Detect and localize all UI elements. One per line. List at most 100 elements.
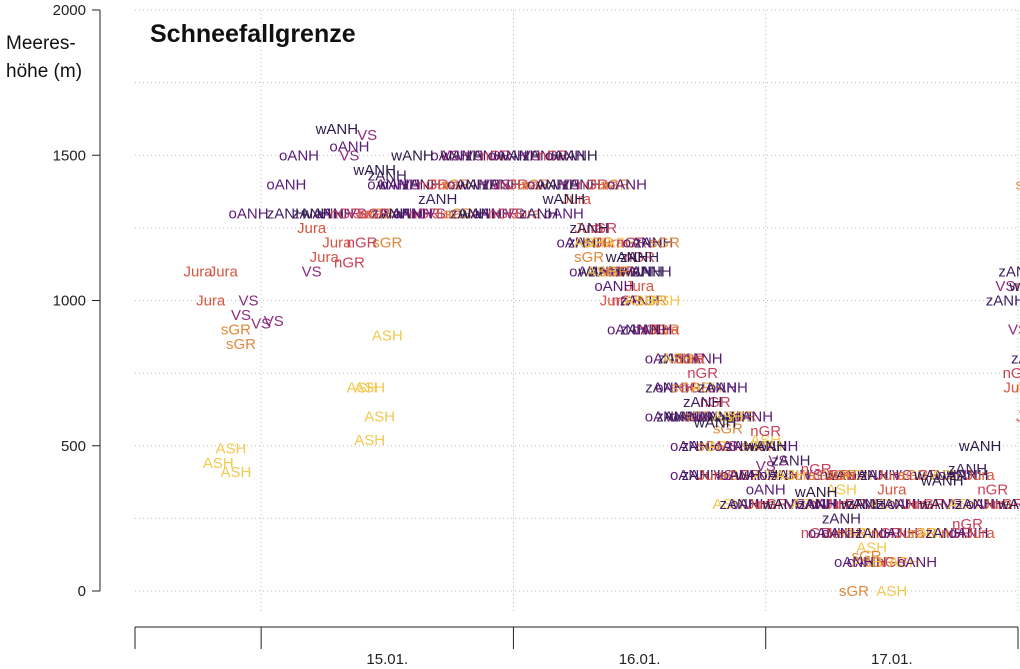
data-point-label: Jura (877, 481, 907, 498)
data-point-label: sGR (637, 293, 667, 310)
data-point-label: VS (864, 496, 884, 513)
data-point-label: nGR (334, 255, 365, 272)
data-point-label: Jura (825, 496, 855, 513)
data-point-label: zANH (847, 496, 886, 513)
data-point-label: sGR (1016, 176, 1020, 193)
data-point-label: zANH (645, 380, 684, 397)
data-point-label: ASH (842, 467, 873, 484)
data-point-label: wANH (735, 467, 779, 484)
data-point-label: oANH (393, 205, 433, 222)
data-point-label: wANH (762, 496, 806, 513)
data-point-label: nGR (871, 525, 902, 542)
data-point-label: sGR (650, 322, 680, 339)
data-point-label: oANH (849, 467, 889, 484)
data-point-label: nGR (624, 249, 655, 266)
data-point-label: sGR (907, 525, 937, 542)
data-point-label: Jura (322, 234, 352, 251)
data-point-label: zANH (570, 220, 609, 237)
data-point-label: nGR (586, 220, 617, 237)
data-point-label: oANH (645, 351, 685, 368)
data-point-label: wANH (619, 263, 663, 280)
data-point-label: nGR (993, 496, 1020, 513)
data-point-label: oANH (329, 139, 369, 156)
data-point-label: zANH (955, 496, 994, 513)
data-point-label: zANH (368, 168, 407, 185)
data-point-label: ASH (649, 293, 680, 310)
data-point-label: Jura (675, 351, 705, 368)
data-point-label: sGR (809, 467, 839, 484)
data-point-label: Jura (895, 525, 925, 542)
data-point-label: ASH (851, 554, 882, 571)
data-point-label: ASH (364, 409, 395, 426)
data-point-label: sGR (372, 234, 402, 251)
data-point-label: wANH (542, 191, 586, 208)
y-axis: 0 500 1000 1500 2000 (53, 2, 101, 600)
data-point-label: oANH (809, 496, 849, 513)
data-point-label: wANH (352, 162, 396, 179)
data-point-label: zANH (620, 322, 659, 339)
data-point-label: oANH (887, 496, 927, 513)
data-point-label: wANH (1008, 278, 1020, 295)
data-point-label: ASH (750, 432, 781, 449)
data-point-label: wANH (577, 263, 621, 280)
data-point-label: zANH (771, 452, 810, 469)
data-point-label: nGR (952, 516, 983, 533)
data-point-label: zANH (371, 205, 410, 222)
data-point-label: wANH (920, 473, 964, 490)
data-point-label: sGR (727, 409, 757, 426)
data-point-label: Jura (747, 496, 777, 513)
data-point-label: oANH (623, 234, 663, 251)
data-point-label: Jura (183, 263, 213, 280)
data-point-label: ASH (791, 496, 822, 513)
data-point-label: zANH (620, 293, 659, 310)
data-point-label: sGR (864, 554, 894, 571)
data-point-label: nGR (977, 481, 1008, 498)
data-point-label: oANH (708, 380, 748, 397)
data-point-label: ASH (752, 438, 783, 455)
data-point-label: VS (347, 205, 367, 222)
data-point-label: zANH (771, 467, 810, 484)
data-point-label: ASH (948, 496, 979, 513)
data-point-label: wANH (919, 496, 963, 513)
data-point-label: wANH (301, 205, 345, 222)
data-point-label: nGR (801, 525, 832, 542)
data-point-label: ASH (691, 380, 722, 397)
data-point-label: zANH (450, 205, 489, 222)
data-point-label: nGR (757, 496, 788, 513)
data-point-label: oANH (878, 525, 918, 542)
data-point-label: oANH (834, 554, 874, 571)
data-point-label: Jura (562, 191, 592, 208)
data-point-label: nGR (330, 205, 361, 222)
data-point-label: oANH (607, 176, 647, 193)
y-tick-label: 0 (78, 583, 86, 600)
data-point-label: wANH (390, 147, 434, 164)
data-point-label: oANH (670, 409, 710, 426)
data-point-label: oANH (556, 234, 596, 251)
data-points: oANHwANHVSzANHnGRoANHwANHVSzANHnGRoANHwA… (183, 121, 1020, 600)
data-point-label: oANH (759, 467, 799, 484)
data-point-label: sGR (836, 525, 866, 542)
data-point-label: VS (560, 176, 580, 193)
data-point-label: VS (463, 147, 483, 164)
data-point-label: VS (400, 176, 420, 193)
data-point-label: oANH (897, 554, 937, 571)
data-point-label: oANH (733, 409, 773, 426)
data-point-label: wANH (440, 147, 484, 164)
data-point-label: wANH (709, 409, 753, 426)
data-point-label: oANH (266, 176, 306, 193)
y-axis-label-line-1: Meeres- (6, 33, 76, 54)
data-point-label: ASH (776, 467, 807, 484)
data-point-label: Jura (600, 293, 630, 310)
data-point-label: nGR (409, 205, 440, 222)
data-point-label: ASH (931, 467, 962, 484)
data-point-label: zANH (418, 191, 457, 208)
data-point-label: wANH (743, 438, 787, 455)
data-point-label: ASH (586, 263, 617, 280)
data-point-label: oANH (821, 525, 861, 542)
data-point-label: oANH (544, 205, 584, 222)
data-point-label: VS (718, 438, 738, 455)
data-point-label: oANH (488, 147, 528, 164)
data-point-label: sGR (720, 467, 750, 484)
data-point-label: oANH (938, 467, 978, 484)
